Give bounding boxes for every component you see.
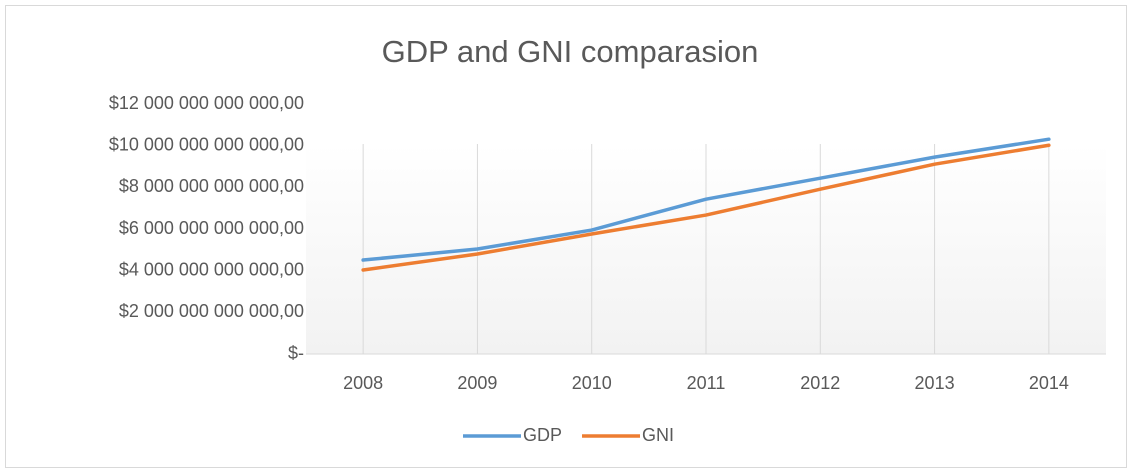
x-tick-label: 2013 xyxy=(915,373,955,393)
y-tick-label: $2 000 000 000 000,00 xyxy=(119,301,304,321)
x-tick-label: 2012 xyxy=(800,373,840,393)
series-line xyxy=(361,137,1051,262)
legend-label: GDP xyxy=(523,425,562,445)
x-tick-label: 2010 xyxy=(572,373,612,393)
legend-label: GNI xyxy=(642,425,674,445)
y-tick-label: $4 000 000 000 000,00 xyxy=(119,259,304,279)
chart-title: GDP and GNI comparasion xyxy=(382,34,759,69)
x-tick-label: 2009 xyxy=(457,373,497,393)
y-tick-label: $12 000 000 000 000,00 xyxy=(109,93,304,113)
y-tick-label: $6 000 000 000 000,00 xyxy=(119,218,304,238)
y-tick-label: $- xyxy=(288,343,304,363)
series-line xyxy=(361,143,1051,272)
x-tick-label: 2008 xyxy=(343,373,383,393)
y-tick-label: $10 000 000 000 000,00 xyxy=(109,134,304,154)
x-tick-label: 2014 xyxy=(1029,373,1069,393)
x-tick-label: 2011 xyxy=(687,373,726,393)
y-tick-label: $8 000 000 000 000,00 xyxy=(119,176,304,196)
